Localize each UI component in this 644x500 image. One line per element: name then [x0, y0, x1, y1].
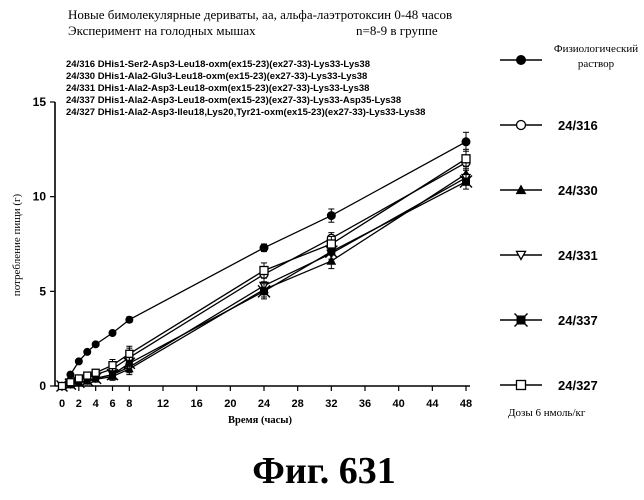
x-tick-label: 20 — [224, 398, 236, 410]
data-point — [109, 362, 116, 369]
x-tick-label: 48 — [460, 398, 472, 410]
x-tick-label: 40 — [393, 398, 405, 410]
axis-ticks: 0246812162024283236404448051015 — [33, 95, 472, 410]
data-point — [517, 381, 526, 390]
data-point — [327, 240, 335, 248]
data-point — [126, 316, 133, 323]
x-tick-label: 28 — [292, 398, 304, 410]
x-tick-label: 32 — [325, 398, 337, 410]
legend-label: 24/316 — [558, 118, 598, 133]
data-point — [517, 56, 526, 65]
x-tick-label: 0 — [59, 398, 65, 410]
data-point — [462, 155, 470, 163]
data-point — [126, 350, 133, 357]
data-point — [75, 375, 82, 382]
data-point — [84, 348, 91, 355]
x-axis-label: Время (часы) — [228, 415, 292, 426]
x-tick-label: 12 — [157, 398, 169, 410]
x-tick-label: 16 — [191, 398, 203, 410]
data-point — [260, 244, 268, 252]
x-tick-label: 36 — [359, 398, 371, 410]
x-tick-label: 4 — [93, 398, 100, 410]
header-line-1: Новые бимолекулярные дериваты, аа, альфа… — [68, 7, 452, 22]
dose-note: Дозы 6 нмоль/кг — [508, 407, 586, 419]
data-point — [92, 369, 99, 376]
series-group — [59, 149, 471, 389]
data-point — [109, 329, 116, 336]
data-point — [462, 138, 470, 146]
data-point — [67, 371, 74, 378]
compound-line: 24/327 DHis1-Ala2-Asp3-Ileu18,Lys20,Tyr2… — [66, 107, 425, 118]
data-point — [75, 358, 82, 365]
legend-label: 24/330 — [558, 183, 598, 198]
series-group — [59, 132, 471, 389]
compound-line: 24/330 DHis1-Ala2-Glu3-Leu18-oxm(ex15-23… — [66, 71, 367, 82]
x-tick-label: 2 — [76, 398, 82, 410]
legend-label: Физиологический — [554, 43, 638, 55]
y-axis-label: потребление пищи (г) — [11, 193, 23, 296]
y-tick-label: 0 — [39, 379, 46, 393]
compound-line: 24/331 DHis1-Ala2-Asp3-Leu18-oxm(ex15-23… — [66, 83, 369, 94]
data-point — [67, 379, 74, 386]
y-tick-label: 10 — [33, 190, 47, 204]
legend-label: 24/337 — [558, 313, 598, 328]
data-point — [327, 212, 335, 220]
data-point — [59, 383, 66, 390]
y-tick-label: 5 — [39, 284, 46, 298]
legend-label: раствор — [578, 58, 615, 70]
legend-label: 24/327 — [558, 378, 598, 393]
legend: Физиологический раствор 24/316 24/330 24/331… — [500, 43, 638, 393]
header-line-2-left: Эксперимент на голодных мышах — [68, 23, 256, 38]
data-point — [260, 267, 268, 275]
series-group — [59, 170, 471, 389]
x-tick-label: 6 — [109, 398, 115, 410]
compound-line: 24/337 DHis1-Ala2-Asp3-Leu18-oxm(ex15-23… — [66, 95, 401, 106]
compound-list: 24/316 DHis1-Ser2-Asp3-Leu18-oxm(ex15-23… — [66, 59, 425, 118]
data-point — [84, 372, 91, 379]
x-tick-label: 24 — [258, 398, 271, 410]
x-tick-label: 44 — [426, 398, 439, 410]
header-line-2-right: n=8-9 в группе — [356, 23, 438, 38]
figure-label: Фиг. 631 — [252, 450, 396, 492]
legend-label: 24/331 — [558, 248, 598, 263]
plot-series — [57, 132, 473, 391]
y-tick-label: 15 — [33, 95, 47, 109]
compound-line: 24/316 DHis1-Ser2-Asp3-Leu18-oxm(ex15-23… — [66, 59, 370, 70]
data-point — [517, 121, 526, 130]
x-tick-label: 8 — [126, 398, 132, 410]
data-point — [92, 341, 99, 348]
